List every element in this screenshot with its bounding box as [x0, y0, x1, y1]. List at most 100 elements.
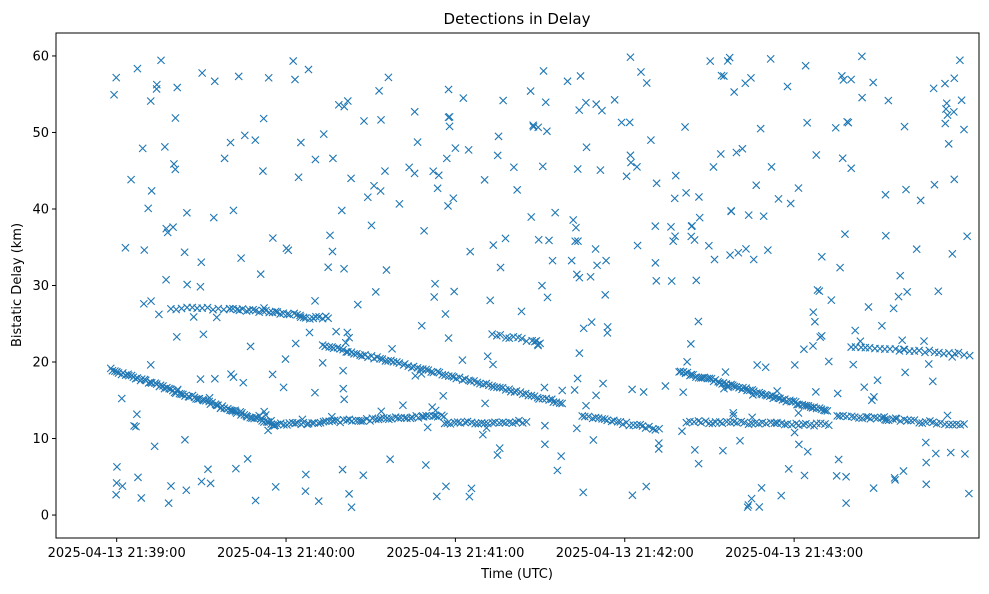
data-point [160, 142, 169, 151]
data-point [370, 181, 378, 190]
data-point [318, 341, 327, 350]
data-point [929, 84, 938, 93]
data-point [942, 99, 951, 108]
data-point [133, 64, 142, 73]
data-point [727, 206, 736, 215]
data-point [542, 127, 551, 136]
data-point [567, 256, 576, 265]
data-point [283, 310, 292, 319]
data-point [285, 310, 294, 319]
data-point [305, 314, 314, 323]
data-point [579, 324, 588, 333]
data-point [944, 420, 953, 429]
data-point [930, 180, 939, 189]
data-point [934, 348, 943, 357]
data-point [576, 71, 585, 80]
data-point [598, 414, 607, 423]
data-point [363, 193, 372, 202]
data-point [840, 230, 849, 239]
data-point [743, 503, 752, 512]
data-point [343, 347, 352, 356]
data-point [279, 420, 288, 429]
data-point [948, 352, 957, 361]
data-point [732, 148, 741, 157]
data-point [189, 312, 198, 321]
data-point [571, 237, 580, 246]
data-point [112, 73, 121, 82]
data-point [350, 349, 359, 358]
x-tick-label: 2025-04-13 21:43:00 [725, 546, 863, 561]
data-point [343, 97, 352, 106]
data-point [517, 307, 526, 316]
data-point [877, 321, 886, 330]
data-point [770, 419, 779, 428]
data-point [311, 155, 320, 164]
data-point [339, 366, 348, 375]
data-point [581, 98, 590, 107]
data-point [324, 263, 333, 272]
data-point [382, 266, 391, 275]
data-point [198, 69, 207, 77]
data-point [326, 231, 335, 240]
data-point [827, 296, 836, 305]
data-point [392, 357, 401, 366]
data-point [165, 384, 174, 393]
data-point [251, 136, 260, 145]
data-point [537, 281, 546, 290]
data-point [112, 490, 121, 499]
data-point [809, 341, 817, 350]
data-point [833, 411, 842, 420]
data-point [527, 213, 536, 221]
data-point [965, 351, 974, 360]
data-point [501, 333, 510, 342]
data-point [279, 383, 288, 392]
data-point [384, 73, 393, 82]
data-point [654, 444, 663, 453]
data-point [441, 482, 450, 491]
data-point [889, 304, 898, 313]
data-point [410, 169, 419, 178]
data-point [936, 418, 945, 427]
y-tick-label: 50 [32, 126, 49, 141]
data-point [891, 344, 900, 353]
data-point [920, 337, 929, 346]
data-point [810, 317, 819, 326]
data-point [423, 423, 432, 432]
data-point [811, 387, 820, 396]
data-point [558, 386, 567, 395]
data-point [480, 175, 489, 184]
data-point [332, 327, 341, 336]
data-point [849, 360, 858, 369]
data-point [293, 310, 302, 319]
data-point [592, 391, 601, 400]
data-point [228, 406, 237, 415]
data-point [774, 194, 783, 203]
data-point [367, 221, 376, 230]
data-point [793, 400, 802, 409]
data-point [575, 106, 584, 115]
data-point [593, 261, 602, 270]
data-point [856, 337, 865, 346]
data-point [376, 187, 385, 195]
data-point [343, 328, 352, 337]
data-point [318, 358, 327, 367]
data-point [753, 360, 762, 369]
y-tick-label: 60 [32, 49, 49, 64]
data-point [486, 296, 495, 305]
data-point [692, 276, 701, 285]
data-point [847, 164, 856, 173]
data-point [747, 494, 756, 503]
data-point [466, 377, 475, 386]
data-point [721, 368, 730, 377]
data-point [356, 417, 365, 425]
data-point [681, 122, 690, 131]
y-axis-label: Bistatic Delay (km) [10, 223, 25, 347]
data-point [180, 435, 189, 444]
data-point [467, 484, 476, 493]
data-point [744, 501, 753, 510]
ticks-layer: 0 10 20 30 40 50 60 2025-04-13 21:39:00 2025-04-… [32, 49, 863, 561]
data-point [575, 349, 584, 358]
data-point [946, 448, 955, 457]
data-point [548, 256, 557, 265]
